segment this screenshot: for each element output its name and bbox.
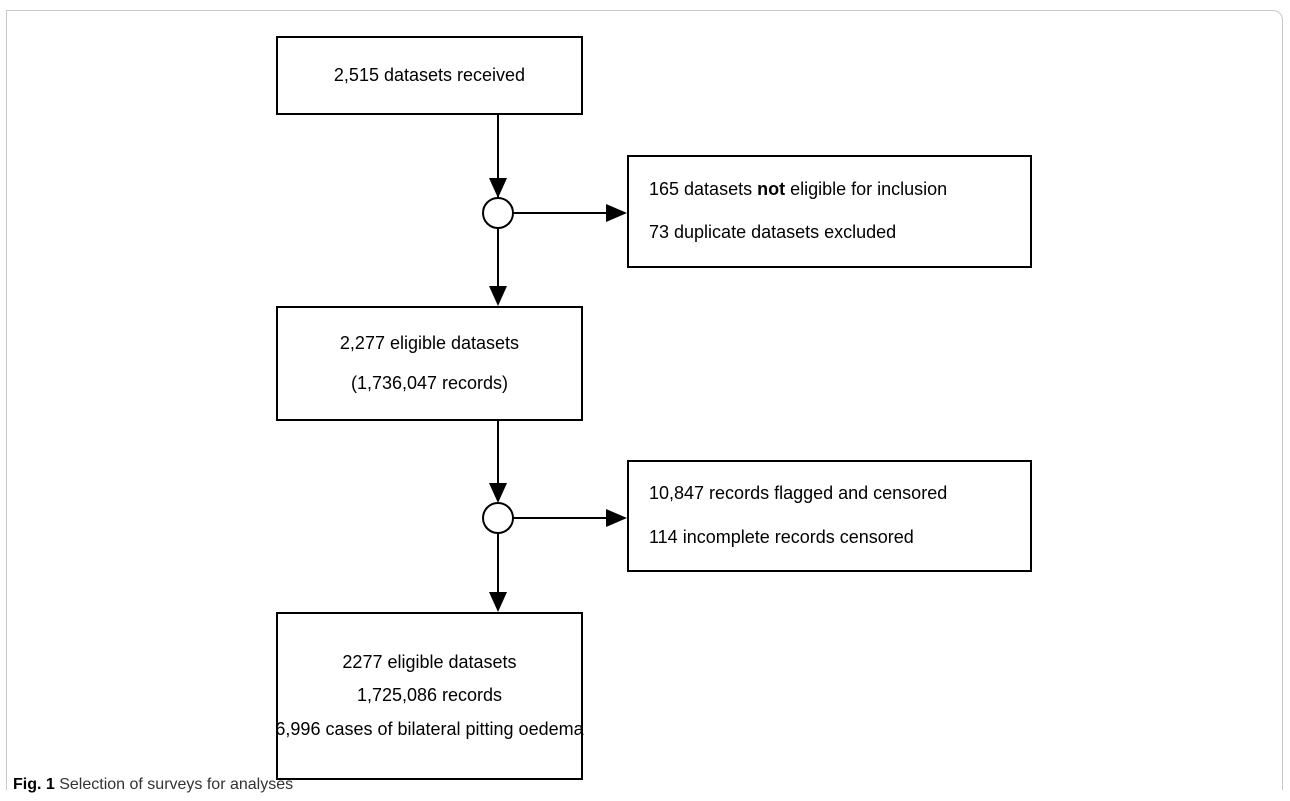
caption-label: Fig. 1 [13,776,55,793]
final-line2: 1,725,086 records [356,685,503,706]
exclusion2-line1: 10,847 records flagged and censored [649,483,948,503]
box-datasets-received: 2,515 datasets received [276,36,583,115]
box-exclusion-1: 165 datasets not eligible for inclusion … [627,155,1032,268]
final-line1: 2277 eligible datasets [342,651,517,672]
box-final-sample: 2277 eligible datasets 1,725,086 records… [275,612,584,780]
exclusion1-prefix: 165 datasets [649,179,753,199]
final-line3: 6,996 cases of bilateral pitting oedema [275,718,584,739]
arrowhead-right-2 [606,509,627,527]
arrowhead-down-2 [489,286,507,306]
box-eligible-datasets: 2,277 eligible datasets (1,736,047 recor… [276,306,583,421]
caption-text: Selection of surveys for analyses [59,776,294,793]
arrowhead-down-1 [489,178,507,198]
eligible-line2: (1,736,047 records) [350,372,509,393]
exclusion2-line2: 114 incomplete records censored [649,527,914,548]
junction-1 [482,197,514,229]
junction-2 [482,502,514,534]
exclusion1-line2: 73 duplicate datasets excluded [649,222,897,243]
received-label: 2,515 datasets received [333,64,526,85]
exclusion1-line1: 165 datasets not eligible for inclusion [649,179,947,201]
exclusion1-bold: not [757,179,786,199]
arrowhead-down-3 [489,483,507,503]
exclusion1-suffix: eligible for inclusion [790,179,948,199]
figure-frame [6,10,1283,790]
figure-caption: Fig. 1 Selection of surveys for analyses [13,776,293,794]
arrowhead-right-1 [606,204,627,222]
box-exclusion-2: 10,847 records flagged and censored 114 … [627,460,1032,572]
arrowhead-down-4 [489,592,507,612]
eligible-line1: 2,277 eligible datasets [339,332,520,353]
